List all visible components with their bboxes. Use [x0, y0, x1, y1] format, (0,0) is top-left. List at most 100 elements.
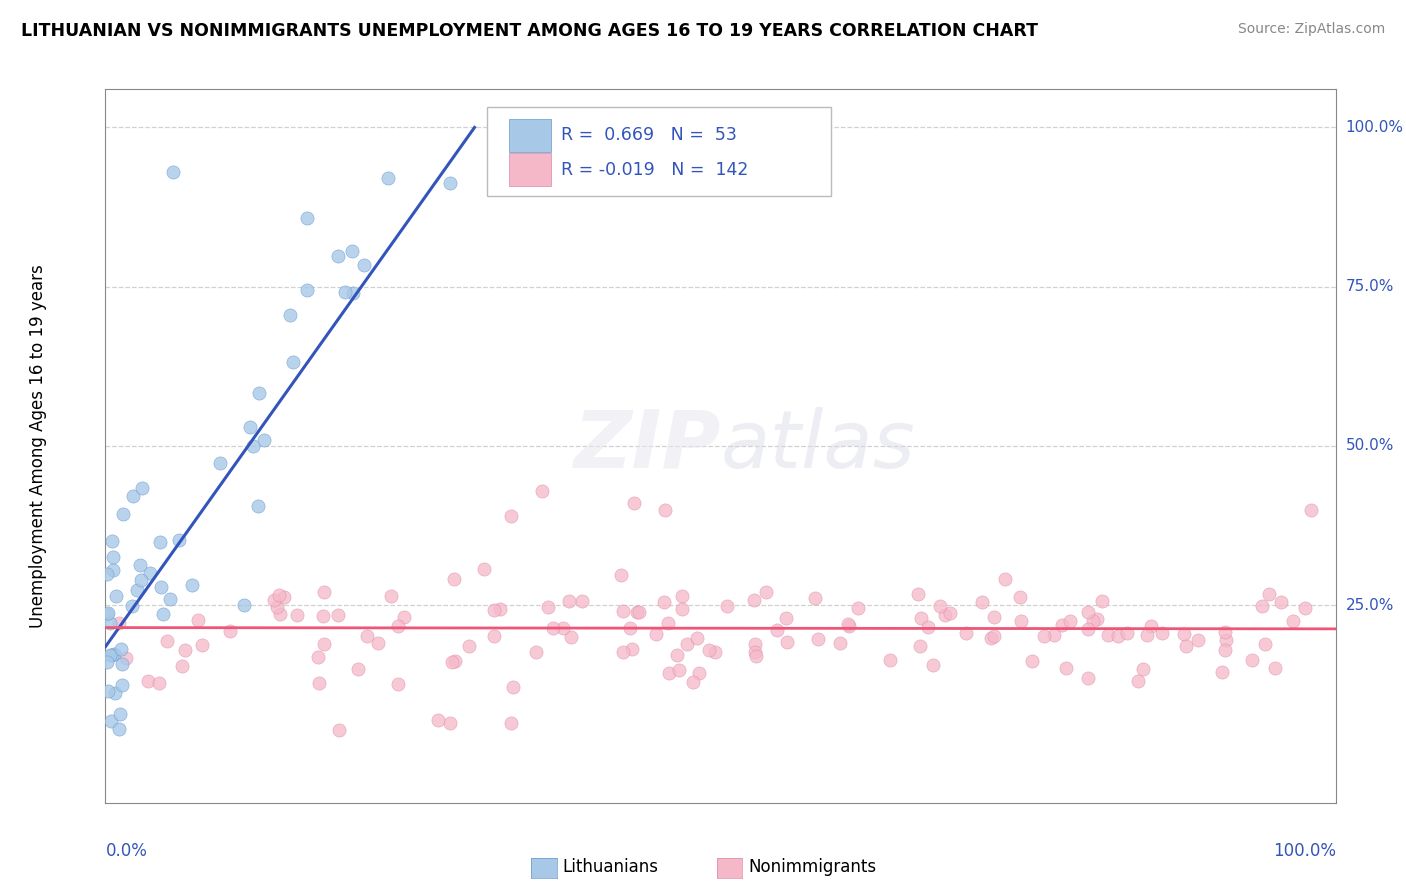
Point [1173, 627, 1195, 641]
Point [1059, 614, 1081, 628]
Point [387, 677, 409, 691]
Point [104, 686, 127, 700]
Point [908, 639, 931, 653]
Point [1282, 614, 1305, 628]
Point [1077, 622, 1099, 636]
Point [246, 499, 269, 513]
Point [314, 636, 336, 650]
Point [111, 657, 134, 671]
Point [172, 659, 194, 673]
Point [1010, 615, 1032, 629]
Point [159, 591, 181, 606]
Point [742, 592, 765, 607]
Point [97, 606, 120, 620]
Point [983, 610, 1005, 624]
Point [101, 533, 124, 548]
Point [688, 665, 710, 680]
Point [328, 723, 350, 737]
Point [162, 165, 184, 179]
Point [644, 626, 666, 640]
Point [98, 648, 121, 662]
Point [612, 645, 634, 659]
Point [377, 171, 399, 186]
Point [108, 707, 131, 722]
Point [1132, 662, 1154, 676]
Point [1213, 625, 1236, 640]
Point [1270, 595, 1292, 609]
Point [1136, 627, 1159, 641]
Point [156, 634, 179, 648]
Point [652, 595, 675, 609]
Point [266, 600, 288, 615]
Point [671, 602, 693, 616]
Point [1043, 628, 1066, 642]
Point [1254, 637, 1277, 651]
Text: Unemployment Among Ages 16 to 19 years: Unemployment Among Ages 16 to 19 years [28, 264, 46, 628]
Point [129, 573, 152, 587]
Point [439, 176, 461, 190]
Point [108, 723, 131, 737]
Point [1211, 665, 1233, 680]
Point [278, 309, 301, 323]
Point [353, 258, 375, 272]
Point [541, 621, 564, 635]
Text: atlas: atlas [721, 407, 915, 485]
Text: 100.0%: 100.0% [1272, 842, 1336, 860]
Point [1257, 587, 1279, 601]
Point [472, 562, 495, 576]
Point [665, 648, 688, 663]
Point [879, 653, 901, 667]
Point [312, 608, 335, 623]
Point [626, 605, 648, 619]
Point [103, 647, 125, 661]
Point [111, 678, 134, 692]
Point [187, 613, 209, 627]
Point [111, 507, 134, 521]
Point [910, 610, 932, 624]
Point [253, 433, 276, 447]
Point [247, 386, 270, 401]
Point [1128, 673, 1150, 688]
Point [443, 654, 465, 668]
Point [103, 549, 125, 564]
Point [342, 285, 364, 300]
Point [745, 648, 768, 663]
Text: 0.0%: 0.0% [105, 842, 148, 860]
Point [938, 606, 960, 620]
Point [531, 483, 554, 498]
Point [1294, 601, 1316, 615]
Point [392, 610, 415, 624]
Point [686, 631, 709, 645]
Point [682, 675, 704, 690]
Point [1091, 594, 1114, 608]
Text: 75.0%: 75.0% [1346, 279, 1393, 294]
Point [443, 573, 465, 587]
Point [108, 615, 131, 630]
Point [269, 588, 291, 602]
Point [744, 637, 766, 651]
Point [571, 594, 593, 608]
Point [232, 598, 254, 612]
Point [1021, 654, 1043, 668]
Point [1187, 632, 1209, 647]
Point [104, 589, 127, 603]
Point [482, 629, 505, 643]
Point [676, 637, 699, 651]
Point [980, 631, 1002, 645]
Point [928, 599, 950, 614]
Point [1107, 629, 1129, 643]
Point [917, 620, 939, 634]
Text: ZIP: ZIP [574, 407, 721, 485]
Point [367, 636, 389, 650]
Point [502, 681, 524, 695]
Point [524, 645, 547, 659]
Point [489, 601, 512, 615]
Point [699, 643, 721, 657]
Point [716, 599, 738, 614]
Point [553, 621, 575, 635]
Point [269, 607, 291, 622]
Point [658, 666, 681, 681]
Point [1301, 502, 1323, 516]
Point [776, 635, 799, 649]
Point [654, 502, 676, 516]
